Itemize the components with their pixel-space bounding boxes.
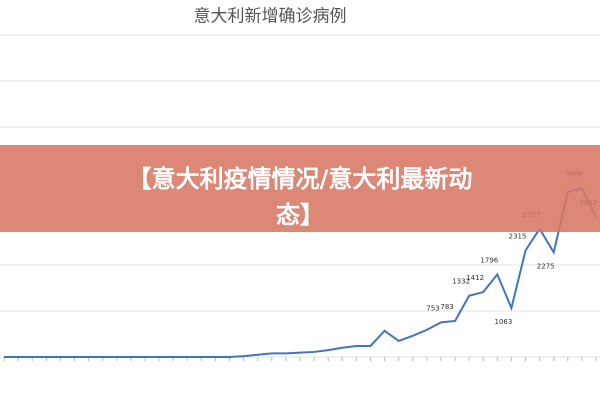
banner-text: 态】 [276, 201, 324, 229]
banner [0, 145, 600, 232]
data-label: 1332 [452, 278, 470, 286]
banner-text: 【意大利疫情情况/意大利最新动 [128, 165, 473, 193]
data-label: 2275 [537, 262, 555, 270]
data-label: 1412 [466, 274, 484, 282]
data-label: 2315 [509, 233, 527, 241]
series-line [4, 187, 597, 358]
data-label: 1063 [495, 318, 513, 326]
chart-title: 意大利新增确诊病例 [194, 7, 347, 27]
data-label: 753 [426, 304, 439, 312]
data-label: 783 [440, 303, 453, 311]
data-label: 1796 [480, 256, 498, 264]
